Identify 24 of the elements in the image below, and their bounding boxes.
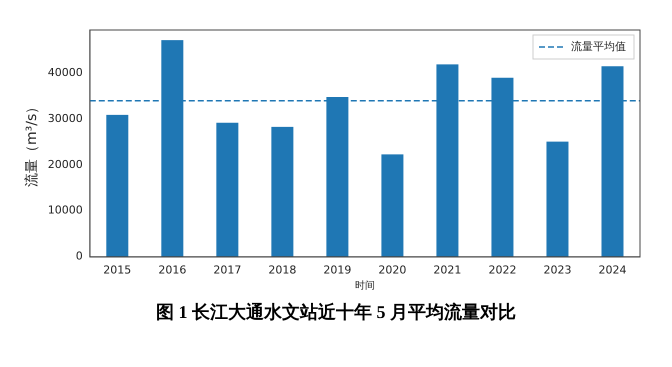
x-tick-label: 2023 bbox=[543, 263, 572, 276]
x-tick-label: 2016 bbox=[158, 263, 186, 276]
x-tick-label: 2018 bbox=[268, 263, 296, 276]
bar bbox=[216, 122, 238, 257]
x-tick-label: 2020 bbox=[378, 263, 406, 276]
y-tick-label: 20000 bbox=[48, 158, 83, 171]
legend-label: 流量平均值 bbox=[571, 40, 626, 53]
bar bbox=[271, 126, 294, 257]
x-tick-label: 2015 bbox=[103, 263, 132, 276]
x-axis-title: 时间 bbox=[354, 280, 375, 292]
bar bbox=[106, 114, 128, 257]
x-tick-label: 2021 bbox=[433, 263, 462, 276]
y-tick-label: 10000 bbox=[48, 204, 83, 217]
bar bbox=[381, 154, 404, 257]
y-tick-label: 30000 bbox=[48, 112, 83, 125]
bar bbox=[546, 142, 568, 257]
y-tick-label: 0 bbox=[76, 250, 83, 263]
y-tick-label: 40000 bbox=[48, 66, 83, 80]
x-tick-label: 2017 bbox=[213, 263, 242, 276]
x-tick-label: 2019 bbox=[323, 263, 352, 276]
y-axis-title: 流量（m³/s） bbox=[24, 100, 40, 188]
x-tick-label: 2022 bbox=[488, 263, 516, 276]
text: 图 1 长江大通水文站近十年 5 月平均流量对比 bbox=[155, 301, 517, 324]
x-tick-label: 2024 bbox=[598, 263, 626, 276]
